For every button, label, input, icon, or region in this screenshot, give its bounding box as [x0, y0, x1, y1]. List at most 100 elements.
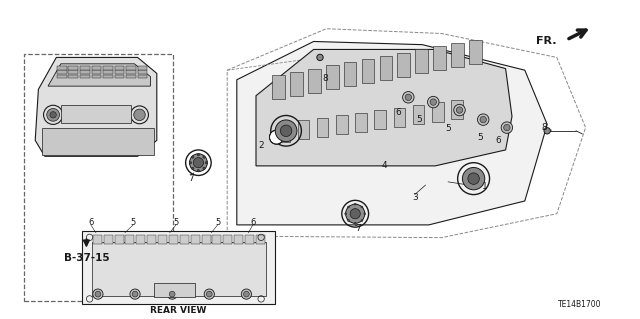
- Ellipse shape: [95, 291, 100, 297]
- FancyBboxPatch shape: [80, 66, 90, 70]
- Ellipse shape: [361, 206, 363, 208]
- Ellipse shape: [346, 204, 365, 223]
- Ellipse shape: [170, 291, 175, 297]
- Ellipse shape: [275, 120, 297, 142]
- FancyBboxPatch shape: [24, 54, 173, 301]
- FancyBboxPatch shape: [245, 235, 254, 244]
- Ellipse shape: [468, 173, 479, 184]
- Ellipse shape: [189, 154, 207, 172]
- FancyBboxPatch shape: [191, 235, 200, 244]
- Ellipse shape: [197, 153, 200, 156]
- FancyBboxPatch shape: [115, 75, 124, 78]
- FancyBboxPatch shape: [57, 75, 67, 78]
- Ellipse shape: [430, 99, 436, 105]
- FancyBboxPatch shape: [92, 66, 101, 70]
- Text: 4: 4: [381, 161, 387, 170]
- Ellipse shape: [454, 104, 465, 116]
- Ellipse shape: [403, 92, 414, 103]
- Text: 5: 5: [131, 218, 136, 227]
- FancyBboxPatch shape: [138, 70, 147, 74]
- Ellipse shape: [244, 291, 249, 297]
- Ellipse shape: [405, 94, 412, 100]
- Text: B-37-15: B-37-15: [63, 253, 109, 263]
- Ellipse shape: [167, 289, 177, 299]
- FancyBboxPatch shape: [256, 235, 265, 244]
- Text: 2: 2: [259, 141, 264, 150]
- Polygon shape: [48, 64, 150, 86]
- Ellipse shape: [269, 130, 284, 144]
- Polygon shape: [326, 65, 339, 89]
- Text: FR.: FR.: [536, 36, 557, 47]
- FancyBboxPatch shape: [92, 75, 101, 78]
- Polygon shape: [355, 113, 367, 132]
- FancyBboxPatch shape: [68, 70, 78, 74]
- Ellipse shape: [134, 109, 145, 121]
- Polygon shape: [272, 75, 285, 99]
- Text: 5: 5: [417, 115, 422, 124]
- FancyBboxPatch shape: [82, 231, 275, 304]
- FancyBboxPatch shape: [115, 235, 124, 244]
- Ellipse shape: [204, 289, 214, 299]
- Polygon shape: [290, 72, 303, 96]
- Polygon shape: [362, 59, 374, 83]
- Polygon shape: [380, 56, 392, 80]
- Text: 1: 1: [483, 182, 488, 191]
- Ellipse shape: [355, 203, 356, 205]
- FancyBboxPatch shape: [103, 66, 113, 70]
- FancyBboxPatch shape: [104, 235, 113, 244]
- Polygon shape: [35, 57, 157, 156]
- Polygon shape: [397, 53, 410, 77]
- FancyBboxPatch shape: [93, 235, 102, 244]
- Polygon shape: [469, 40, 482, 64]
- FancyBboxPatch shape: [92, 242, 266, 296]
- Polygon shape: [278, 123, 290, 142]
- FancyBboxPatch shape: [223, 235, 232, 244]
- Ellipse shape: [501, 122, 513, 133]
- Text: TE14B1700: TE14B1700: [558, 300, 602, 309]
- Text: 6: 6: [396, 108, 401, 117]
- Ellipse shape: [477, 114, 489, 125]
- FancyBboxPatch shape: [169, 235, 178, 244]
- Polygon shape: [432, 102, 444, 122]
- Polygon shape: [336, 115, 348, 134]
- Text: 7: 7: [356, 224, 361, 233]
- Ellipse shape: [355, 222, 356, 224]
- FancyBboxPatch shape: [80, 75, 90, 78]
- Polygon shape: [344, 62, 356, 86]
- FancyBboxPatch shape: [68, 66, 78, 70]
- Polygon shape: [317, 118, 328, 137]
- Ellipse shape: [189, 161, 192, 164]
- Ellipse shape: [191, 156, 194, 158]
- FancyBboxPatch shape: [180, 235, 189, 244]
- FancyBboxPatch shape: [234, 235, 243, 244]
- Ellipse shape: [241, 289, 252, 299]
- FancyBboxPatch shape: [103, 75, 113, 78]
- Ellipse shape: [47, 108, 60, 121]
- Text: 6: 6: [250, 218, 255, 227]
- Ellipse shape: [50, 112, 56, 118]
- Ellipse shape: [348, 206, 349, 208]
- Ellipse shape: [361, 219, 363, 221]
- Text: 5: 5: [477, 133, 483, 142]
- Text: 7: 7: [188, 174, 193, 183]
- Polygon shape: [298, 120, 309, 139]
- FancyBboxPatch shape: [68, 75, 78, 78]
- Text: 3: 3: [412, 193, 417, 202]
- FancyBboxPatch shape: [103, 70, 113, 74]
- Ellipse shape: [317, 54, 323, 61]
- Polygon shape: [61, 105, 131, 123]
- FancyBboxPatch shape: [158, 235, 167, 244]
- Polygon shape: [394, 108, 405, 127]
- Ellipse shape: [132, 291, 138, 297]
- FancyBboxPatch shape: [115, 70, 124, 74]
- Ellipse shape: [191, 167, 194, 170]
- Ellipse shape: [504, 124, 510, 131]
- Ellipse shape: [463, 167, 484, 190]
- Polygon shape: [433, 46, 446, 70]
- Ellipse shape: [348, 219, 349, 221]
- FancyBboxPatch shape: [57, 70, 67, 74]
- Text: 6: 6: [495, 137, 500, 145]
- FancyBboxPatch shape: [147, 235, 156, 244]
- Polygon shape: [451, 100, 463, 119]
- Ellipse shape: [364, 213, 365, 215]
